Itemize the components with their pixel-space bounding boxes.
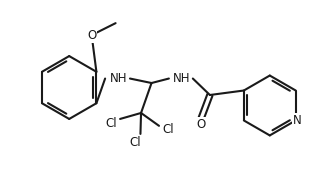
Text: Cl: Cl bbox=[162, 123, 174, 136]
Text: Cl: Cl bbox=[105, 117, 117, 130]
Text: Cl: Cl bbox=[129, 136, 141, 149]
Text: NH: NH bbox=[110, 72, 127, 85]
Text: O: O bbox=[87, 29, 96, 42]
Text: O: O bbox=[196, 118, 206, 131]
Text: N: N bbox=[293, 114, 301, 127]
Text: NH: NH bbox=[173, 72, 190, 85]
